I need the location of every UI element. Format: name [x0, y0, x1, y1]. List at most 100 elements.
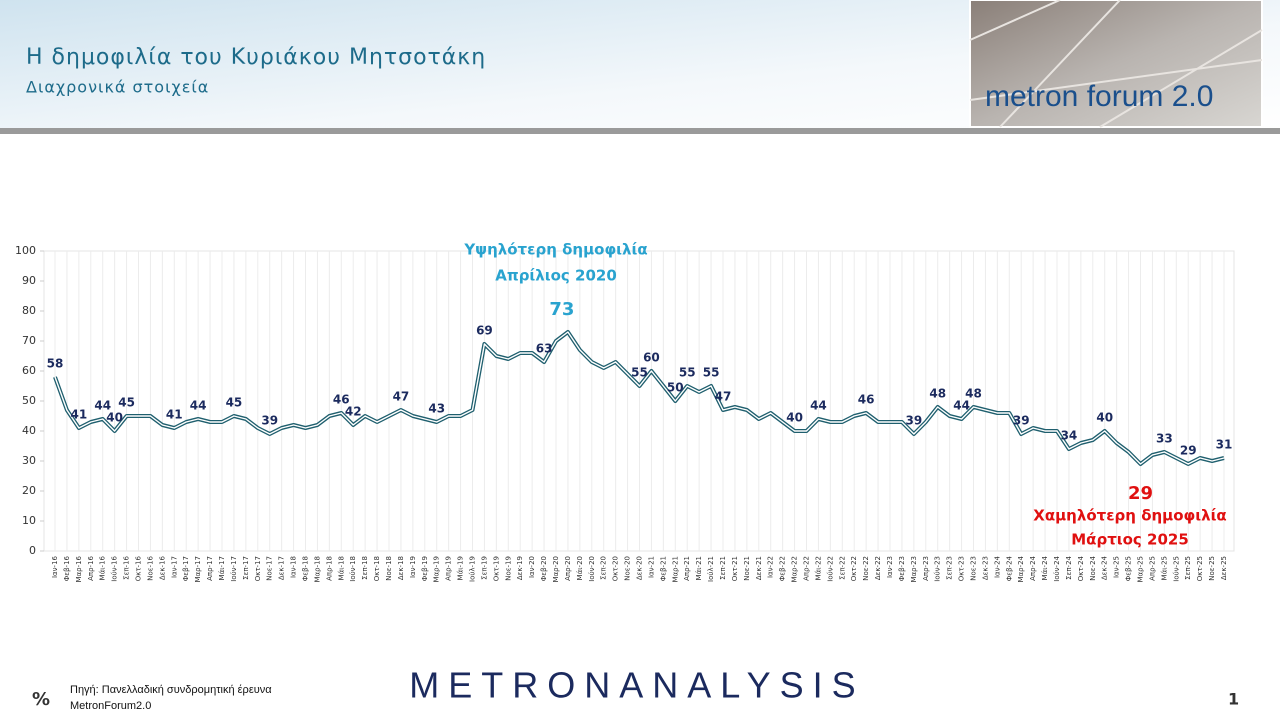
x-tick-label: Νοε-18 — [385, 556, 393, 581]
x-tick-label: Μάι-17 — [218, 556, 226, 580]
x-tick-label: Μαρ-23 — [910, 556, 918, 583]
y-tick-label: 10 — [22, 514, 36, 527]
x-tick-label: Φεβ-20 — [540, 556, 548, 581]
x-tick-label: Ιαν-24 — [993, 555, 1001, 578]
x-tick-label: Οκτ-22 — [850, 556, 858, 581]
x-tick-label: Απρ-24 — [1029, 555, 1037, 580]
x-tick-label: Ιούν-24 — [1053, 555, 1061, 581]
x-tick-label: Μαρ-22 — [791, 556, 799, 583]
x-tick-label: Απρ-22 — [803, 556, 811, 581]
data-label: 42 — [345, 405, 362, 419]
x-tick-label: Ιαν-22 — [767, 556, 775, 578]
y-tick-label: 60 — [22, 364, 36, 377]
x-tick-label: Οκτ-20 — [612, 556, 620, 581]
x-tick-label: Σεπ-24 — [1065, 555, 1073, 579]
data-label: 40 — [106, 411, 123, 425]
y-tick-label: 50 — [22, 394, 36, 407]
x-tick-label: Ιούν-18 — [349, 556, 357, 582]
x-tick-label: Μάι-20 — [576, 556, 584, 580]
data-label: 43 — [428, 402, 445, 416]
line-inner — [54, 331, 1225, 465]
x-tick-label: Νοε-17 — [266, 556, 274, 581]
x-tick-label: Φεβ-17 — [182, 556, 190, 581]
x-tick-label: Απρ-20 — [564, 556, 572, 581]
data-label: 33 — [1156, 432, 1173, 446]
x-tick-label: Σεπ-22 — [838, 556, 846, 580]
x-tick-label: Ιούν-23 — [934, 556, 942, 582]
x-tick-label: Σεπ-16 — [123, 555, 131, 579]
x-tick-label: Ιαν-21 — [647, 556, 655, 578]
unit: % — [32, 689, 50, 710]
x-tick-label: Δεκ-22 — [874, 556, 882, 580]
data-label: 31 — [1216, 438, 1233, 452]
data-label: 29 — [1180, 444, 1197, 458]
x-tick-label: Ιαν-16 — [51, 555, 59, 578]
data-label: 60 — [643, 351, 660, 365]
data-label: 44 — [810, 399, 827, 413]
x-tick-label: Μάι-24 — [1041, 555, 1049, 580]
x-tick-label: Φεβ-22 — [779, 556, 787, 581]
data-label: 40 — [786, 411, 803, 425]
x-tick-label: Μάι-22 — [814, 556, 822, 580]
data-label: 48 — [929, 387, 946, 401]
x-tick-label: Ιαν-17 — [170, 556, 178, 578]
data-label-min: 29 — [1128, 483, 1153, 504]
x-tick-label: Φεβ-16 — [63, 555, 71, 581]
page-number: 1 — [1228, 690, 1239, 709]
x-tick-label: Ιούν-20 — [588, 556, 596, 582]
x-tick-label: Δεκ-17 — [278, 556, 286, 580]
x-tick-label: Νοε-25 — [1208, 556, 1216, 581]
x-tick-label: Απρ-18 — [325, 556, 333, 581]
data-label: 58 — [47, 357, 64, 371]
x-tick-label: Σεπ-18 — [361, 556, 369, 580]
data-label: 55 — [631, 366, 648, 380]
y-tick-label: 0 — [29, 544, 36, 557]
x-tick-label: Δεκ-18 — [397, 556, 405, 580]
x-tick-label: Οκτ-17 — [254, 556, 262, 581]
y-tick-label: 40 — [22, 424, 36, 437]
data-label: 55 — [703, 366, 720, 380]
x-tick-label: Μαρ-20 — [552, 556, 560, 583]
x-tick-label: Φεβ-25 — [1125, 556, 1133, 581]
x-tick-label: Μαρ-25 — [1137, 556, 1145, 583]
x-tick-label: Νοε-19 — [504, 556, 512, 581]
x-tick-label: Απρ-16 — [87, 555, 95, 580]
x-tick-label: Μαρ-19 — [433, 556, 441, 583]
x-tick-label: Οκτ-23 — [958, 556, 966, 581]
x-tick-label: Ιαν-19 — [409, 556, 417, 578]
x-tick-label: Σεπ-23 — [946, 556, 954, 580]
x-tick-label: Μαρ-18 — [313, 556, 321, 583]
x-tick-label: Απρ-19 — [445, 556, 453, 581]
x-tick-label: Οκτ-21 — [731, 556, 739, 581]
x-tick-label: Μάι-25 — [1160, 556, 1168, 580]
x-tick-label: Ιούλ-19 — [469, 556, 477, 582]
y-tick-label: 90 — [22, 274, 36, 287]
logo-pattern — [969, 0, 1263, 128]
data-label: 41 — [166, 408, 183, 422]
x-tick-label: Απρ-23 — [922, 556, 930, 581]
data-label: 47 — [715, 390, 732, 404]
x-tick-label: Δεκ-16 — [158, 555, 166, 580]
data-label: 40 — [1096, 411, 1113, 425]
x-tick-label: Φεβ-23 — [898, 556, 906, 581]
data-label: 45 — [226, 396, 243, 410]
x-tick-label: Μαρ-17 — [194, 556, 202, 583]
y-tick-label: 100 — [15, 244, 36, 257]
title: Η δημοφιλία του Κυριάκου Μητσοτάκη — [26, 45, 486, 70]
x-tick-label: Ιαν-23 — [886, 556, 894, 578]
x-tick-label: Οκτ-18 — [373, 556, 381, 581]
x-tick-label: Δεκ-19 — [516, 556, 524, 580]
data-label: 39 — [261, 414, 278, 428]
x-tick-label: Απρ-21 — [683, 556, 691, 581]
x-tick-label: Σεπ-17 — [242, 556, 250, 580]
annotation: Χαμηλότερη δημοφιλία — [1033, 507, 1227, 525]
x-tick-label: Μαρ-24 — [1017, 555, 1025, 582]
x-tick-label: Μάι-18 — [337, 556, 345, 580]
data-label: 39 — [1013, 414, 1030, 428]
x-tick-label: Νοε-24 — [1089, 555, 1097, 580]
x-tick-label: Μαρ-21 — [671, 556, 679, 583]
x-tick-label: Οκτ-19 — [492, 556, 500, 581]
annotation: Απρίλιος 2020 — [495, 267, 617, 285]
x-tick-label: Απρ-25 — [1148, 556, 1156, 581]
x-tick-label: Οκτ-16 — [135, 555, 143, 581]
